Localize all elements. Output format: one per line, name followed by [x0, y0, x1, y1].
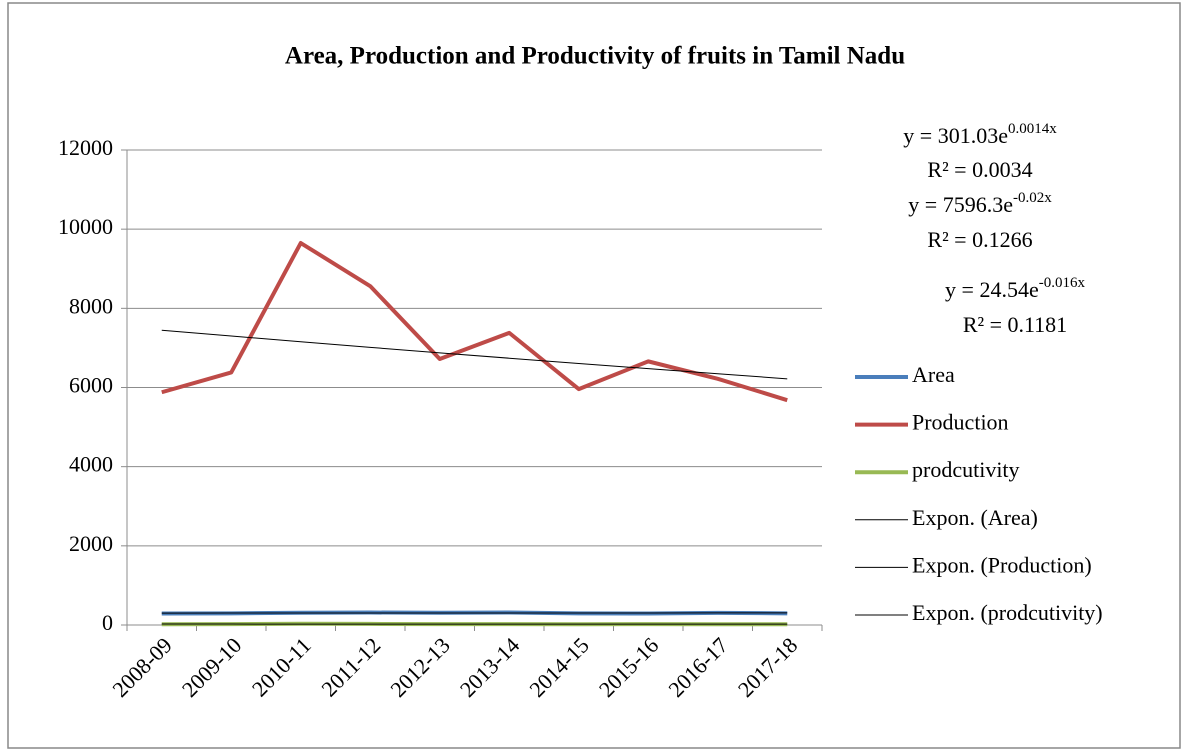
equation-text: y = 24.54e — [945, 277, 1039, 302]
equation-text: R² = 0.1266 — [927, 227, 1032, 252]
legend-label: Expon. (Area) — [912, 505, 1038, 530]
legend-label: Area — [912, 362, 955, 387]
chart-title: Area, Production and Productivity of fru… — [285, 43, 905, 70]
equation-text: y = 301.03e — [903, 123, 1008, 148]
equation-superscript: -0.02x — [1013, 190, 1052, 206]
equation-text: y = 7596.3e — [908, 192, 1013, 217]
equation-text: R² = 0.0034 — [927, 157, 1032, 182]
y-tick-label: 4000 — [69, 452, 113, 477]
equation-text: R² = 0.1181 — [963, 312, 1067, 337]
y-tick-label: 12000 — [58, 135, 113, 160]
trend-equation: R² = 0.1181 — [963, 312, 1067, 337]
y-tick-label: 10000 — [58, 214, 113, 239]
legend-label: Expon. (Production) — [912, 552, 1092, 577]
y-tick-label: 8000 — [69, 293, 113, 318]
equation-superscript: -0.016x — [1039, 275, 1086, 291]
legend-label: Production — [912, 410, 1009, 435]
y-tick-label: 0 — [102, 610, 113, 635]
y-tick-label: 2000 — [69, 531, 113, 556]
y-tick-label: 6000 — [69, 373, 113, 398]
chart-border — [8, 3, 1180, 748]
legend-label: prodcutivity — [912, 457, 1020, 482]
trend-equation: R² = 0.0034 — [927, 157, 1032, 182]
legend-label: Expon. (prodcutivity) — [912, 600, 1103, 625]
equation-superscript: 0.0014x — [1008, 121, 1057, 137]
trend-equation: R² = 0.1266 — [927, 227, 1032, 252]
